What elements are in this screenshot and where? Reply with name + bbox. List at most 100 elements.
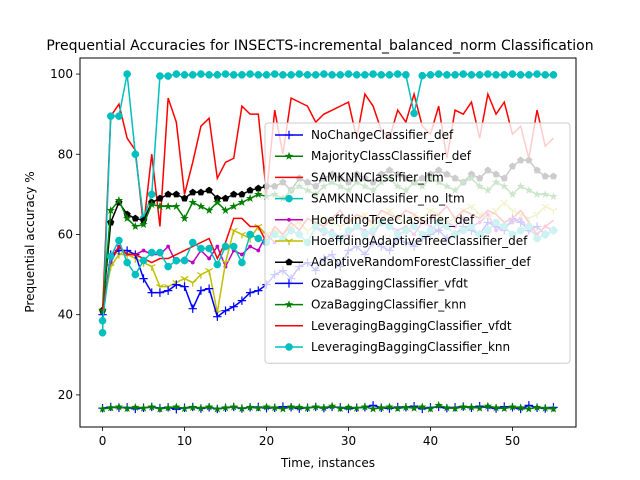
data-point xyxy=(500,71,509,79)
legend-entry: HoeffdingAdaptiveTreeClassifier_def xyxy=(275,234,528,248)
y-tick-label: 60 xyxy=(58,227,73,241)
data-point xyxy=(254,234,263,243)
x-axis-label: Time, instances xyxy=(280,456,375,470)
data-point xyxy=(327,401,337,410)
data-point xyxy=(532,402,542,411)
data-point xyxy=(131,150,140,159)
x-tick-label: 50 xyxy=(505,434,520,448)
data-point xyxy=(525,71,533,79)
data-point xyxy=(213,260,222,269)
legend-entry: SAMKNNClassifier_ltm xyxy=(275,170,444,184)
data-point xyxy=(122,214,132,222)
data-point xyxy=(245,402,255,411)
data-point xyxy=(229,402,238,411)
data-point xyxy=(254,71,263,79)
legend-marker xyxy=(284,151,294,160)
data-point xyxy=(254,184,262,192)
legend-label: HoeffdingTreeClassifier_def xyxy=(311,213,475,227)
legend-label: LeveragingBaggingClassifier_knn xyxy=(311,340,510,354)
data-point xyxy=(172,201,181,210)
data-point xyxy=(459,70,468,78)
data-point xyxy=(418,402,427,411)
data-point xyxy=(213,71,222,79)
legend-label: OzaBaggingClassifier_vfdt xyxy=(311,276,468,290)
data-point xyxy=(147,263,156,271)
legend-entry: AdaptiveRandomForestClassifier_def xyxy=(275,255,531,269)
data-point xyxy=(123,258,131,267)
data-point xyxy=(254,286,263,295)
data-point xyxy=(213,404,222,413)
legend-label: SAMKNNClassifier_no_ltm xyxy=(311,192,465,206)
data-point xyxy=(213,312,222,321)
data-point xyxy=(402,71,410,79)
data-point xyxy=(164,72,172,80)
data-point xyxy=(188,402,197,411)
data-point xyxy=(516,403,525,412)
data-point xyxy=(229,201,238,210)
data-point xyxy=(163,403,173,412)
data-point xyxy=(229,302,238,311)
data-point xyxy=(131,402,140,411)
data-point xyxy=(163,201,173,210)
data-point xyxy=(156,72,164,80)
data-point xyxy=(278,404,288,413)
data-point xyxy=(549,404,558,413)
data-point xyxy=(344,402,353,411)
data-point xyxy=(221,194,230,202)
legend-marker xyxy=(284,300,294,309)
data-point xyxy=(122,246,132,255)
x-tick-label: 30 xyxy=(341,434,356,448)
data-point xyxy=(262,71,271,79)
legend-entry: LeveragingBaggingClassifier_vfdt xyxy=(275,319,512,333)
legend-marker xyxy=(285,258,293,266)
data-point xyxy=(172,256,181,265)
data-point xyxy=(139,256,148,265)
data-point xyxy=(141,248,146,253)
data-point xyxy=(122,404,132,413)
data-point xyxy=(115,112,123,120)
data-point xyxy=(279,71,287,79)
data-point xyxy=(409,403,419,412)
data-point xyxy=(328,71,336,79)
data-point xyxy=(215,244,220,249)
legend-entry: OzaBaggingClassifier_knn xyxy=(275,298,466,312)
data-point xyxy=(196,271,205,279)
data-point xyxy=(229,71,238,79)
data-point xyxy=(270,70,279,78)
plot-frame xyxy=(79,57,577,428)
data-point xyxy=(123,70,131,78)
data-point xyxy=(188,238,197,247)
data-point xyxy=(205,244,213,253)
legend-marker xyxy=(285,194,293,203)
data-point xyxy=(98,328,107,337)
data-point xyxy=(188,197,197,206)
data-point xyxy=(204,284,214,293)
data-point xyxy=(492,71,500,79)
data-point xyxy=(205,71,213,79)
legend-entry: HoeffdingTreeClassifier_def xyxy=(275,213,475,227)
data-point xyxy=(246,186,254,194)
data-point xyxy=(147,248,156,257)
data-point xyxy=(155,404,165,413)
data-point xyxy=(155,288,165,297)
data-point xyxy=(361,71,369,79)
data-point xyxy=(180,194,189,202)
data-point xyxy=(172,190,180,198)
y-tick-label: 100 xyxy=(50,67,73,81)
data-point xyxy=(237,197,247,206)
data-point xyxy=(311,402,320,411)
data-point xyxy=(188,71,197,79)
data-point xyxy=(418,71,427,80)
data-point xyxy=(205,186,213,194)
data-point xyxy=(98,316,107,325)
data-point xyxy=(254,403,263,412)
data-point xyxy=(426,71,435,79)
data-point xyxy=(484,70,492,78)
data-point xyxy=(344,70,353,78)
data-point xyxy=(172,280,181,289)
y-tick-label: 20 xyxy=(58,388,73,402)
data-point xyxy=(442,403,452,412)
data-point xyxy=(238,258,246,267)
data-point xyxy=(166,244,171,249)
data-point xyxy=(106,112,115,120)
